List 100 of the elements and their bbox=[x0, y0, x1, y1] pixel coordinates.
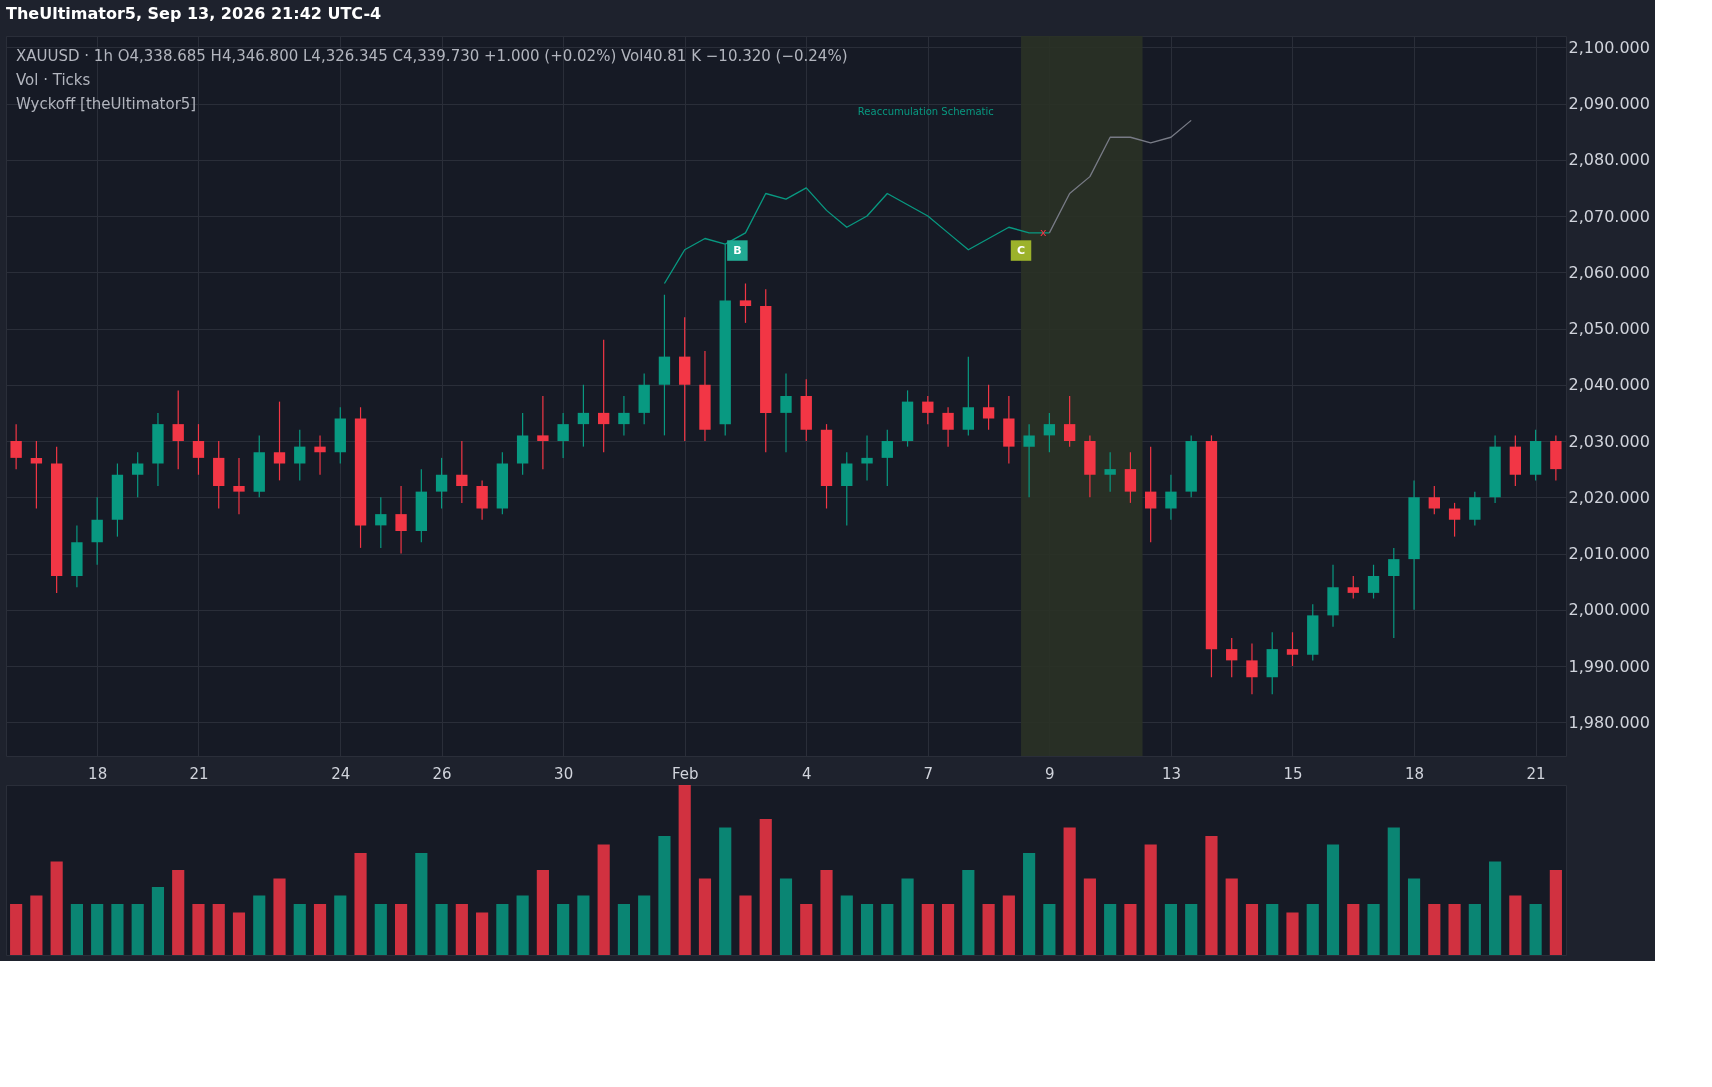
bar bbox=[1468, 904, 1481, 955]
y-tick-label: 1,980.000 bbox=[1568, 712, 1650, 732]
bar bbox=[313, 904, 327, 955]
bar bbox=[1347, 904, 1360, 955]
bar bbox=[253, 895, 266, 955]
bar bbox=[658, 836, 671, 955]
x-tick-label: 9 bbox=[1045, 764, 1055, 783]
bar bbox=[1104, 904, 1117, 955]
candlestick bbox=[395, 485, 407, 555]
candlestick bbox=[739, 282, 752, 324]
y-tick-label: 2,000.000 bbox=[1568, 600, 1650, 620]
candlestick bbox=[1063, 395, 1076, 448]
y-tick-label: 1,990.000 bbox=[1568, 656, 1650, 676]
candlestick bbox=[476, 479, 488, 521]
bar bbox=[577, 895, 590, 955]
candlestick bbox=[314, 434, 326, 476]
bar bbox=[111, 904, 124, 955]
bar bbox=[476, 912, 489, 955]
bar bbox=[354, 853, 367, 955]
annotation: B bbox=[733, 243, 742, 257]
candlestick bbox=[1124, 451, 1137, 504]
candlestick bbox=[1367, 564, 1380, 600]
y-tick-label: 2,030.000 bbox=[1568, 431, 1650, 451]
bar bbox=[638, 895, 651, 955]
annotation: XAUUSD · 1h O4,338.685 H4,346.800 L4,326.345 C4,339.730 +1.000 (+0.02%) Vol40.81 K −10.320 (−0.24%) bbox=[16, 47, 848, 65]
bar bbox=[232, 912, 246, 955]
bar bbox=[1367, 904, 1380, 955]
candlestick bbox=[962, 356, 975, 436]
bar bbox=[1326, 844, 1340, 955]
line-series bbox=[1048, 119, 1192, 234]
annotation: Vol · Ticks bbox=[16, 71, 91, 89]
bar bbox=[30, 895, 43, 955]
bar bbox=[151, 887, 165, 955]
bar bbox=[942, 904, 955, 955]
candlestick bbox=[273, 401, 286, 481]
candlestick bbox=[172, 389, 184, 470]
x-tick-label: 15 bbox=[1283, 764, 1303, 783]
bar bbox=[212, 904, 225, 955]
bar bbox=[617, 904, 630, 955]
candlestick bbox=[1448, 502, 1461, 538]
candlestick bbox=[881, 429, 893, 487]
bar bbox=[1448, 904, 1461, 955]
bar bbox=[1023, 853, 1036, 955]
candlestick bbox=[1246, 642, 1258, 695]
candlestick bbox=[1104, 451, 1116, 493]
bar bbox=[50, 861, 63, 955]
bar bbox=[557, 904, 570, 955]
candlestick bbox=[982, 384, 995, 431]
bar bbox=[820, 870, 833, 955]
candlestick bbox=[841, 451, 853, 526]
x-tick-label: Feb bbox=[671, 764, 699, 783]
bar bbox=[860, 904, 874, 955]
bar bbox=[597, 844, 610, 955]
candlestick bbox=[922, 395, 934, 425]
candlestick bbox=[1043, 412, 1056, 453]
bar bbox=[455, 904, 468, 955]
x-tick-label: 18 bbox=[1405, 764, 1425, 783]
bar bbox=[1266, 904, 1279, 955]
chart-title: TheUltimator5, Sep 13, 2026 21:42 UTC-4 bbox=[6, 4, 382, 23]
candlestick bbox=[577, 384, 590, 448]
bar bbox=[334, 895, 347, 955]
y-tick-label: 2,040.000 bbox=[1568, 375, 1650, 395]
y-tick-label: 2,060.000 bbox=[1568, 262, 1650, 282]
y-tick-label: 2,020.000 bbox=[1568, 487, 1650, 507]
candlestick bbox=[537, 395, 549, 470]
bar bbox=[698, 878, 712, 955]
y-tick-label: 2,070.000 bbox=[1568, 206, 1650, 226]
x-tick-label: 18 bbox=[88, 764, 108, 783]
x-tick-label: 4 bbox=[801, 764, 812, 783]
y-tick-label: 2,080.000 bbox=[1568, 150, 1650, 170]
bar bbox=[1144, 844, 1157, 955]
bar bbox=[131, 904, 144, 955]
bar bbox=[273, 878, 286, 955]
x-tick-label: 24 bbox=[331, 764, 351, 783]
bar bbox=[1245, 904, 1259, 955]
bar bbox=[496, 904, 509, 955]
x-tick-label: 7 bbox=[923, 764, 934, 783]
bar bbox=[394, 904, 408, 955]
x-tick-label: 13 bbox=[1161, 764, 1181, 783]
bar bbox=[881, 904, 894, 955]
y-tick-label: 2,050.000 bbox=[1568, 319, 1650, 338]
x-tick-label: 21 bbox=[189, 764, 209, 783]
bar bbox=[1185, 904, 1198, 955]
candlestick bbox=[375, 496, 387, 549]
bar bbox=[800, 904, 813, 955]
candlestick bbox=[1428, 485, 1440, 515]
bar bbox=[536, 870, 549, 955]
candlestick bbox=[233, 457, 245, 515]
bar bbox=[1387, 827, 1400, 955]
bar bbox=[172, 870, 185, 955]
candlestick bbox=[1469, 491, 1481, 526]
bar bbox=[1529, 904, 1542, 955]
bar bbox=[374, 904, 387, 955]
bar bbox=[739, 895, 752, 955]
bar bbox=[1002, 895, 1015, 955]
candlestick bbox=[597, 339, 610, 453]
bar bbox=[1286, 912, 1299, 955]
y-tick-label: 2,090.000 bbox=[1568, 94, 1650, 113]
bar bbox=[1124, 904, 1137, 955]
annotation: Reaccumulation Schematic bbox=[857, 105, 994, 117]
